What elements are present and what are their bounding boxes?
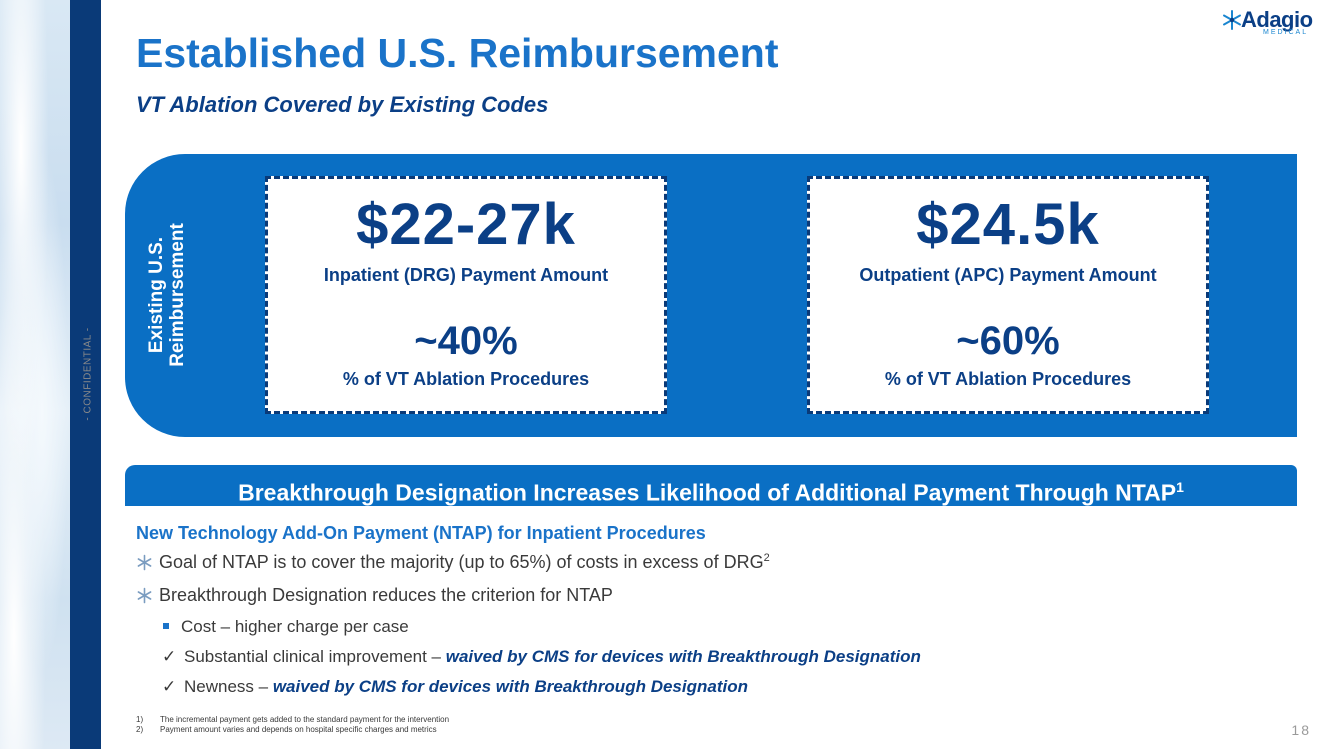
criterion-item-cost-text: Cost – higher charge per case [181,617,409,636]
breakthrough-footnote-ref: 1 [1176,479,1184,495]
decorative-ice-strip [0,0,70,749]
criterion-item-newness-text: Newness – [184,677,273,696]
criterion-item-newness-emphasis: waived by CMS for devices with Breakthro… [272,677,748,696]
footnote-1-num: 1) [136,715,144,724]
footnote-2: 2) Payment amount varies and depends on h… [136,725,449,735]
outpatient-amount-label: Outpatient (APC) Payment Amount [859,265,1157,285]
criterion-item-clinical-text: Substantial clinical improvement – [184,647,446,666]
ntap-bullet-2-text: Breakthrough Designation reduces the cri… [159,585,613,605]
band-label-line1: Existing U.S. [146,236,167,354]
outpatient-amount: $24.5k [916,192,1100,257]
ntap-heading: New Technology Add-On Payment (NTAP) for… [136,523,706,543]
snowflake-bullet-icon [137,554,152,571]
band-label: Existing U.S. Reimbursement [146,223,188,367]
confidential-label: - CONFIDENTIAL - [82,327,94,421]
criterion-item-cost: Cost – higher charge per case [162,617,409,637]
checkmark-icon: ✓ [162,677,177,696]
footnotes: 1) The incremental payment gets added to … [136,715,449,735]
adagio-logo: Adagio MEDICAL [1221,7,1313,39]
outpatient-percent: ~60% [956,319,1060,363]
page-title: Established U.S. Reimbursement [136,30,779,76]
footnote-1-text: The incremental payment gets added to th… [160,715,450,724]
inpatient-amount: $22-27k [356,192,576,257]
criterion-item-clinical-emphasis: waived by CMS for devices with Breakthro… [445,647,921,666]
outpatient-card: $24.5k Outpatient (APC) Payment Amount ~… [807,176,1209,414]
page-number: 18 [1291,722,1311,738]
snowflake-bullet-icon [137,587,152,604]
criterion-item-newness: ✓ Newness – waived by CMS for devices wit… [162,677,748,697]
checkmark-icon: ✓ [162,647,177,666]
inpatient-percent: ~40% [414,319,518,363]
logo-subtext: MEDICAL [1263,29,1309,36]
logo-wordmark: Adagio [1241,7,1313,32]
outpatient-percent-label: % of VT Ablation Procedures [884,369,1132,389]
square-bullet-icon [163,623,169,630]
footnote-2-text: Payment amount varies and depends on hos… [160,725,437,734]
snowflake-logo-icon [1223,10,1241,30]
breakthrough-text: Breakthrough Designation Increases Likel… [238,479,1177,506]
band-label-line2: Reimbursement [167,223,188,367]
decorative-navy-strip [70,0,101,749]
inpatient-amount-label: Inpatient (DRG) Payment Amount [323,265,609,285]
ntap-bullet-1: Goal of NTAP is to cover the majority (u… [136,552,770,573]
ntap-bullet-1-footnote-ref: 2 [763,552,770,564]
breakthrough-banner: Breakthrough Designation Increases Likel… [125,465,1297,506]
page-subtitle: VT Ablation Covered by Existing Codes [136,92,549,117]
footnote-2-num: 2) [136,725,144,734]
ntap-bullet-2: Breakthrough Designation reduces the cri… [136,585,613,606]
inpatient-card: $22-27k Inpatient (DRG) Payment Amount ~… [265,176,667,414]
criterion-item-clinical: ✓ Substantial clinical improvement – waiv… [162,647,921,667]
ntap-bullet-1-text: Goal of NTAP is to cover the majority (u… [159,552,764,572]
footnote-1: 1) The incremental payment gets added to … [136,715,449,725]
inpatient-percent-label: % of VT Ablation Procedures [342,369,590,389]
